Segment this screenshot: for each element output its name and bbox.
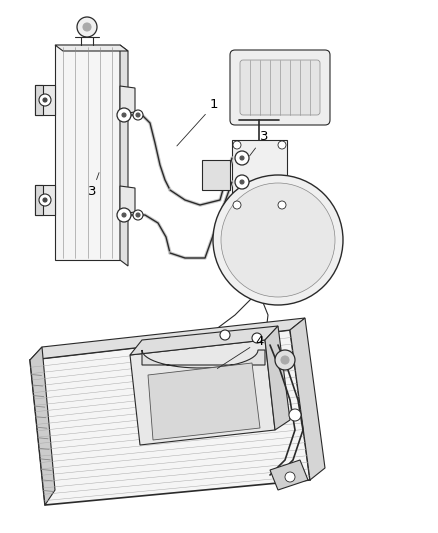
- Circle shape: [285, 472, 295, 482]
- Polygon shape: [55, 45, 128, 51]
- Circle shape: [240, 156, 244, 160]
- Circle shape: [39, 194, 51, 206]
- Text: 1: 1: [177, 98, 219, 146]
- FancyBboxPatch shape: [230, 50, 330, 125]
- Circle shape: [136, 113, 140, 117]
- Text: 3: 3: [88, 173, 99, 198]
- Circle shape: [289, 409, 301, 421]
- Circle shape: [235, 175, 249, 189]
- Circle shape: [122, 213, 126, 217]
- FancyBboxPatch shape: [240, 60, 320, 115]
- Circle shape: [278, 201, 286, 209]
- Circle shape: [133, 110, 143, 120]
- Polygon shape: [35, 85, 43, 115]
- Polygon shape: [30, 330, 310, 505]
- Polygon shape: [35, 85, 55, 115]
- Polygon shape: [120, 186, 135, 214]
- Circle shape: [77, 17, 97, 37]
- Circle shape: [275, 350, 295, 370]
- Circle shape: [235, 151, 249, 165]
- Circle shape: [252, 333, 262, 343]
- Circle shape: [117, 108, 131, 122]
- Polygon shape: [232, 140, 287, 210]
- Text: 3: 3: [250, 130, 268, 156]
- Circle shape: [213, 175, 343, 305]
- Circle shape: [220, 330, 230, 340]
- Circle shape: [43, 198, 47, 202]
- Circle shape: [240, 180, 244, 184]
- Polygon shape: [270, 460, 308, 490]
- Polygon shape: [265, 326, 290, 430]
- Polygon shape: [30, 318, 305, 360]
- Polygon shape: [120, 86, 135, 114]
- Polygon shape: [130, 326, 278, 355]
- Circle shape: [133, 210, 143, 220]
- Polygon shape: [55, 45, 120, 260]
- Circle shape: [122, 113, 126, 117]
- Circle shape: [136, 213, 140, 217]
- Polygon shape: [130, 340, 275, 445]
- Text: 4: 4: [217, 335, 263, 368]
- Polygon shape: [148, 363, 260, 440]
- Polygon shape: [290, 318, 325, 480]
- Circle shape: [233, 141, 241, 149]
- Circle shape: [281, 356, 289, 364]
- Circle shape: [39, 94, 51, 106]
- Circle shape: [83, 23, 91, 31]
- Polygon shape: [30, 347, 55, 505]
- Circle shape: [221, 183, 335, 297]
- Circle shape: [117, 208, 131, 222]
- Polygon shape: [35, 185, 55, 215]
- Polygon shape: [120, 45, 128, 266]
- Circle shape: [43, 98, 47, 102]
- Polygon shape: [142, 350, 265, 368]
- Circle shape: [233, 201, 241, 209]
- Circle shape: [278, 141, 286, 149]
- Bar: [202, 160, 230, 190]
- Polygon shape: [35, 185, 43, 215]
